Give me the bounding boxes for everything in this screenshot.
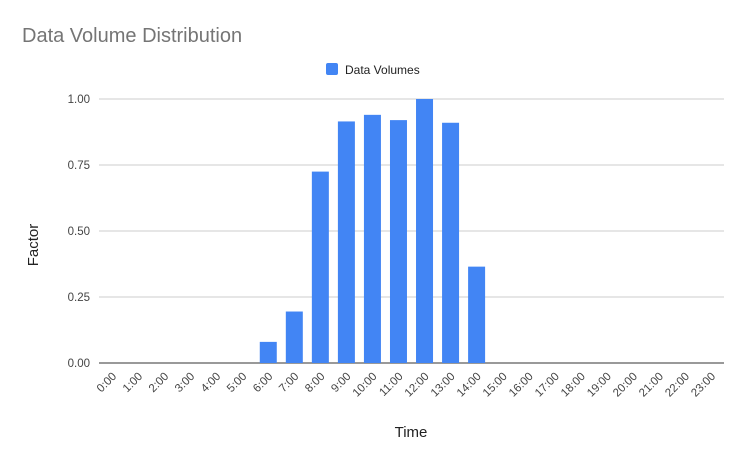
bar-900 [337,121,355,363]
x-tick-label: 6:00 [251,371,275,395]
y-axis-title: Factor [25,224,42,267]
bars [259,99,486,364]
bar-600 [259,341,277,363]
x-axis-title: Time [395,424,428,441]
legend-label: Data Volumes [345,63,420,77]
x-tick-label: 8:00 [303,371,327,395]
x-tick-label: 17:00 [533,371,562,400]
bar-1300 [442,122,460,363]
bar-1000 [363,114,381,363]
y-axis-ticks: 0.00 0.25 0.50 0.75 1.00 [68,94,90,370]
x-tick-label: 18:00 [559,371,588,400]
x-tick-label: 13:00 [429,371,458,400]
x-tick-label: 1:00 [121,371,145,395]
x-axis-ticks: 0:00 1:00 2:00 3:00 4:00 5:00 6:00 7:00 8:00 9:00… [95,371,718,400]
x-tick-label: 11:00 [377,371,405,399]
x-tick-label: 19:00 [585,371,614,400]
y-tick-label: 0.00 [68,358,90,370]
legend-swatch [326,63,338,75]
y-tick-label: 1.00 [68,94,90,106]
bar-800 [311,171,329,363]
x-tick-label: 15:00 [481,371,510,400]
x-tick-label: 4:00 [199,371,223,395]
bar-1100 [389,120,407,364]
legend: Data Volumes [326,63,420,77]
x-tick-label: 3:00 [173,371,197,395]
chart-title: Data Volume Distribution [22,25,242,47]
x-tick-label: 7:00 [277,371,301,395]
y-tick-label: 0.50 [68,226,90,238]
bar-1200 [416,99,434,363]
y-tick-label: 0.25 [68,292,90,304]
bar-700 [285,311,303,363]
x-tick-label: 2:00 [147,371,171,395]
x-tick-label: 21:00 [637,371,666,400]
x-tick-label: 16:00 [507,371,536,400]
x-tick-label: 23:00 [689,371,718,400]
x-tick-label: 12:00 [403,371,432,400]
x-tick-label: 14:00 [455,371,484,400]
x-tick-label: 22:00 [663,371,692,400]
x-tick-label: 0:00 [95,371,119,395]
x-tick-label: 20:00 [611,371,640,400]
gridlines [99,98,724,364]
y-tick-label: 0.75 [68,160,90,172]
bar-1400 [468,266,486,363]
x-tick-label: 10:00 [351,371,380,400]
x-tick-label: 5:00 [225,371,249,395]
